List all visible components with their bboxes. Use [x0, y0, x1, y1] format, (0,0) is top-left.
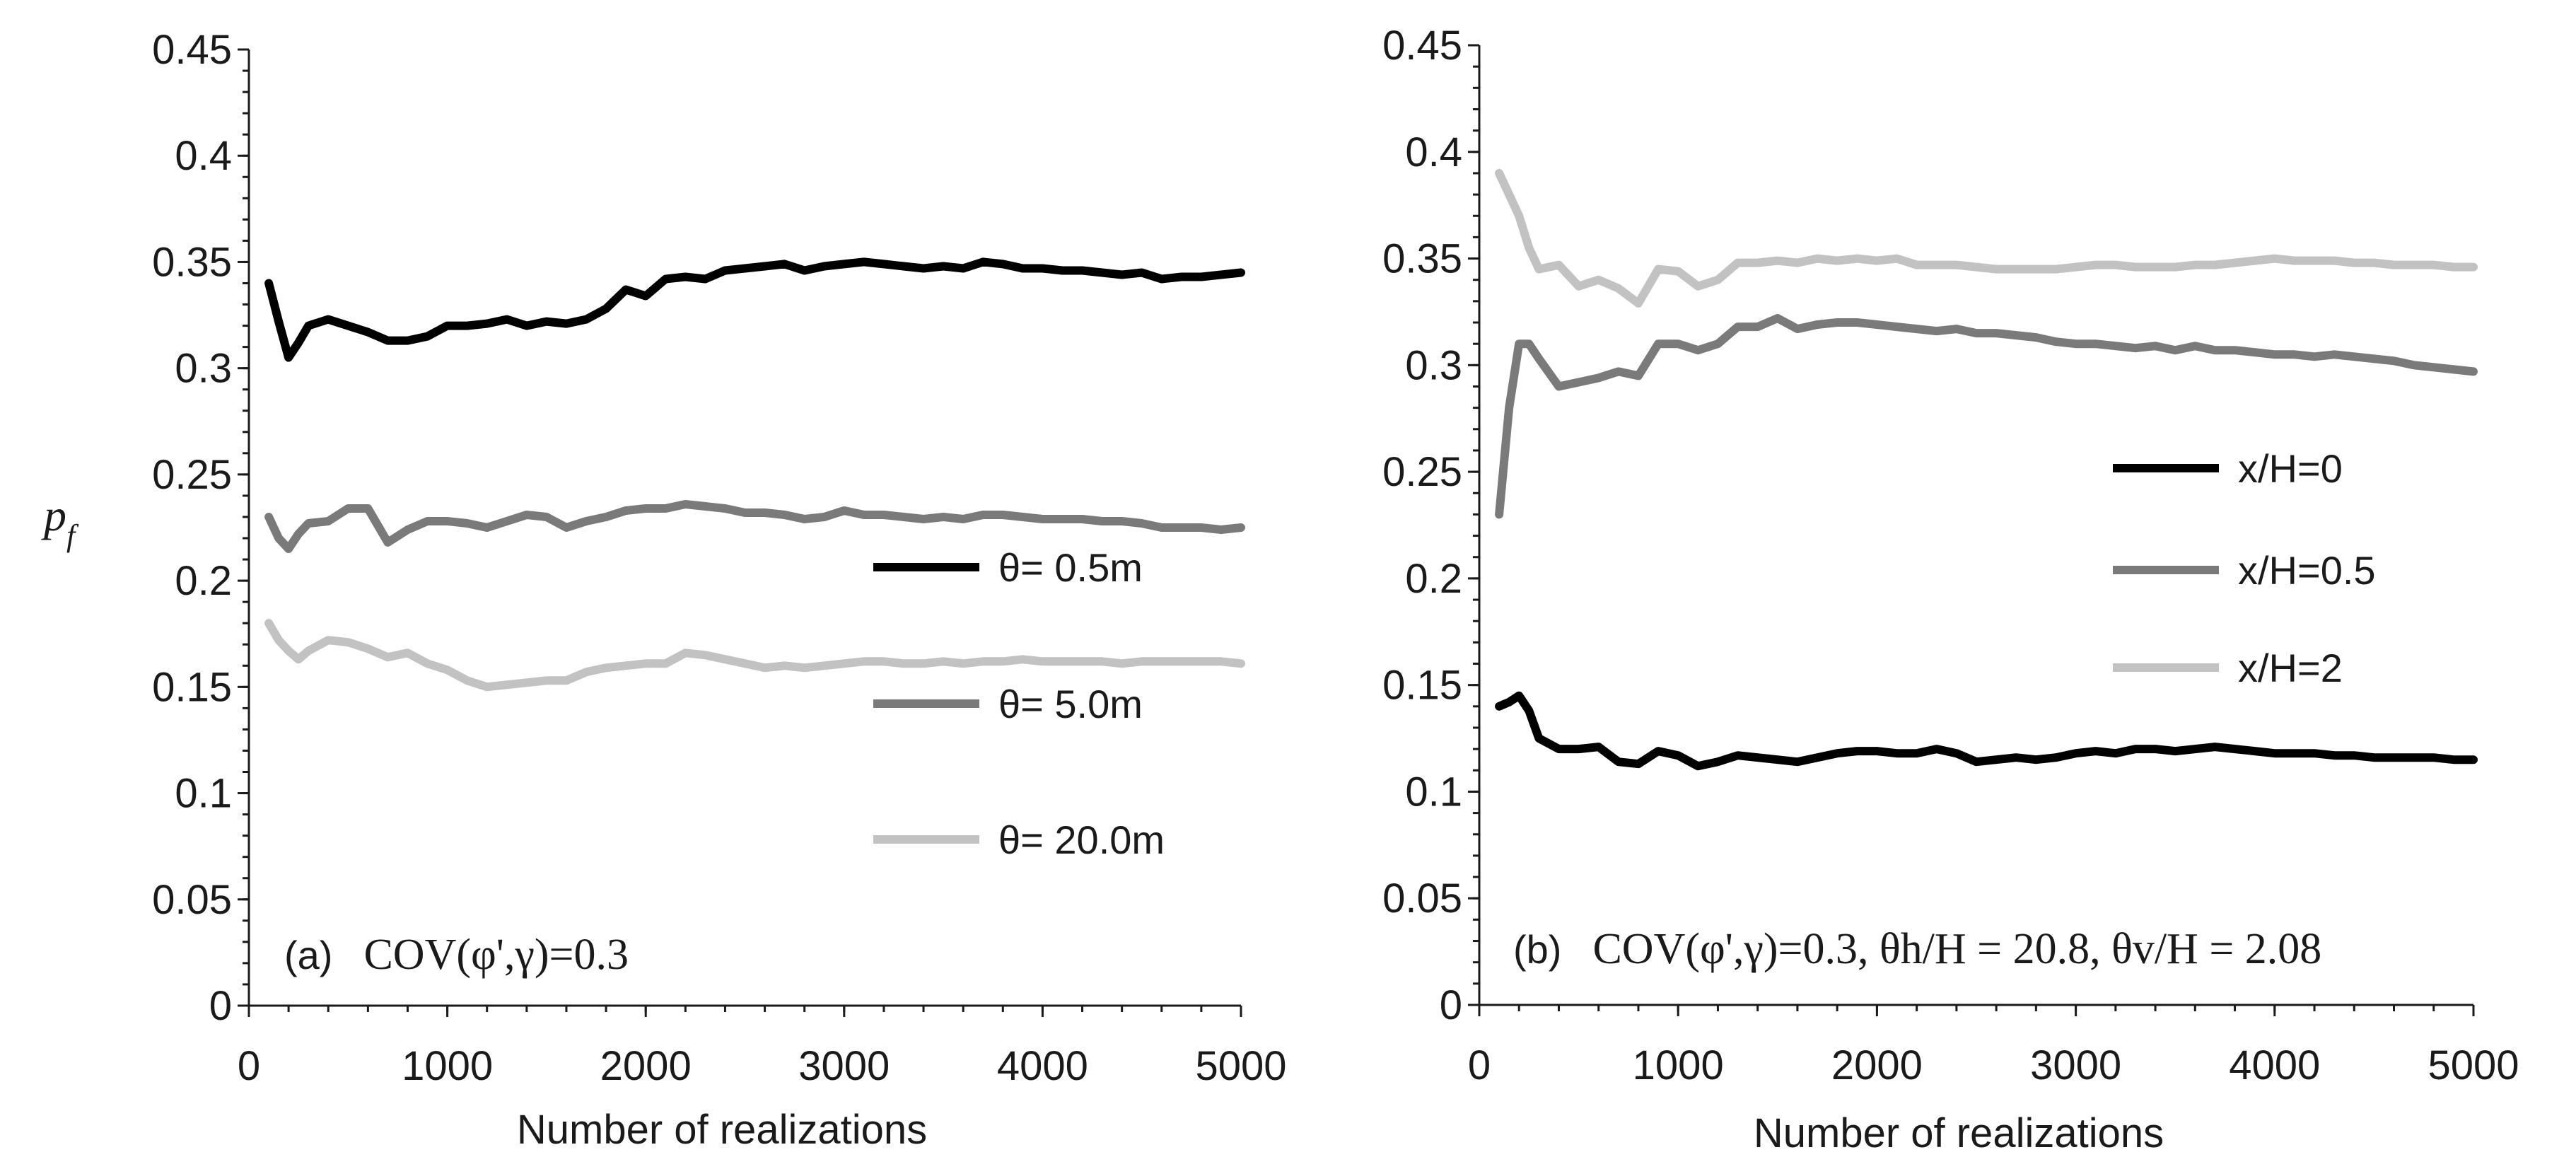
panel-a-cov: COV(φ',γ)=0.3	[363, 931, 629, 979]
panel-b-y-tick-label: 0.05	[1382, 876, 1462, 921]
panel-b-legend: x/H=0 x/H=0.5 x/H=2	[2113, 446, 2376, 690]
panel-b-annotation: (b) COV(φ',γ)=0.3, θh/H = 20.8, θv/H = 2…	[1513, 925, 2321, 973]
panel-a-y-tick-label: 0.2	[175, 558, 232, 604]
panel-b-y-tick-label: 0	[1440, 982, 1462, 1028]
panel-b: 0 0.05 0.1 0.15 0.2 0.25 0.3 0.35 0.4 0.45 0 1000 20…	[1382, 23, 2519, 1156]
panel-a-series-group	[264, 257, 1245, 692]
panel-a: 0 0.05 0.1 0.15 0.2 0.25 0.3 0.35 0.4 0.45 0 1000 20…	[41, 27, 1287, 1153]
panel-a-y-tick-label: 0.15	[152, 664, 232, 710]
panel-a-legend-label-3: θ= 20.0m	[998, 818, 1165, 862]
panel-a-x-tick-label: 1000	[402, 1043, 493, 1089]
panel-a-legend: θ= 0.5m θ= 5.0m θ= 20.0m	[873, 545, 1165, 862]
panel-a-y-tick-label: 0.45	[152, 27, 232, 73]
panel-a-series-1-line	[264, 257, 1245, 362]
panel-b-y-tick-label: 0.1	[1405, 769, 1462, 815]
panel-a-tag: (a)	[284, 933, 332, 977]
panel-b-x-tick-label: 1000	[1633, 1042, 1724, 1088]
panel-a-legend-label-1: θ= 0.5m	[998, 545, 1143, 590]
panel-b-y-tick-label: 0.35	[1382, 236, 1462, 282]
panel-a-y-tick-label: 0.05	[152, 877, 232, 923]
panel-b-y-tick-label: 0.15	[1382, 663, 1462, 709]
panel-b-x-tick-label: 2000	[1831, 1042, 1923, 1088]
panel-a-axes: 0 0.05 0.1 0.15 0.2 0.25 0.3 0.35 0.4 0.45 0 1000 20…	[152, 27, 1286, 1089]
panel-a-xlabel: Number of realizations	[517, 1107, 927, 1153]
panel-a-ylabel-main: p	[41, 490, 66, 540]
panel-b-x-tick-label: 4000	[2229, 1042, 2320, 1088]
panel-b-y-tick-label: 0.3	[1405, 342, 1462, 388]
panel-a-series-3-line	[264, 619, 1245, 692]
panel-b-axes: 0 0.05 0.1 0.15 0.2 0.25 0.3 0.35 0.4 0.45 0 1000 20…	[1382, 23, 2519, 1088]
panel-a-x-tick-label: 3000	[798, 1043, 890, 1089]
panel-a-x-tick-label: 5000	[1195, 1043, 1286, 1089]
panel-a-y-tick-label: 0.3	[175, 346, 232, 392]
panel-a-y-tick-label: 0.1	[175, 771, 232, 817]
panel-a-y-tick-label: 0.4	[175, 133, 232, 179]
panel-b-legend-label-2: x/H=0.5	[2238, 548, 2376, 593]
panel-b-xlabel: Number of realizations	[1754, 1110, 2164, 1156]
panel-b-x-tick-label: 5000	[2428, 1042, 2519, 1088]
panel-b-legend-label-1: x/H=0	[2238, 446, 2343, 491]
panel-b-series-3-line	[1495, 168, 2478, 308]
panel-a-y-tick-label: 0.25	[152, 452, 232, 498]
panel-a-y-tick-label: 0.35	[152, 239, 232, 285]
panel-b-x-tick-label: 0	[1468, 1042, 1491, 1088]
panel-a-y-tick-label: 0	[209, 983, 232, 1029]
panel-a-annotation: (a) COV(φ',γ)=0.3	[284, 931, 629, 979]
panel-b-series-1-line	[1495, 691, 2478, 771]
panel-a-x-tick-label: 0	[238, 1043, 260, 1089]
panel-b-y-tick-label: 0.4	[1405, 129, 1462, 175]
panel-b-tag: (b)	[1513, 927, 1561, 972]
panel-b-y-tick-label: 0.25	[1382, 449, 1462, 495]
panel-b-series-2-line	[1495, 314, 2478, 519]
panel-b-legend-label-3: x/H=2	[2238, 646, 2343, 690]
panel-a-legend-label-2: θ= 5.0m	[998, 682, 1143, 726]
panel-a-x-tick-label: 4000	[997, 1043, 1088, 1089]
panel-b-cov: COV(φ',γ)=0.3, θh/H = 20.8, θv/H = 2.08	[1592, 925, 2321, 973]
panel-a-x-tick-label: 2000	[600, 1043, 692, 1089]
panel-b-y-tick-label: 0.45	[1382, 23, 1462, 69]
panel-b-series-group	[1495, 168, 2478, 771]
panel-b-y-tick-label: 0.2	[1405, 556, 1462, 602]
panel-b-x-tick-label: 3000	[2030, 1042, 2121, 1088]
panel-a-series-2-line	[264, 500, 1245, 553]
